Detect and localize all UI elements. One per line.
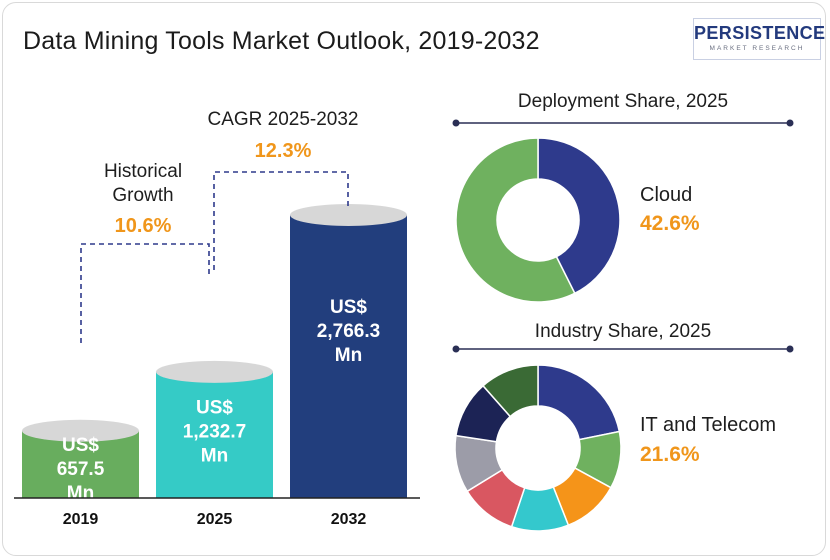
bar-value-label: 2,766.3 (317, 321, 380, 342)
deployment-donut (455, 137, 621, 303)
bar-body (22, 430, 139, 498)
donut-slice-7 (481, 364, 539, 418)
cagr-connector (213, 171, 349, 270)
bar-value-label: 1,232.7 (183, 421, 246, 442)
bar-value-label: Mn (201, 445, 228, 466)
deployment-highlight-value: 42.6% (640, 212, 700, 235)
bar-value-label: US$ (62, 435, 99, 456)
industry-highlight-value: 21.6% (640, 443, 700, 466)
bar-top-cap (22, 419, 139, 442)
divider-dot-right (786, 119, 794, 127)
cagr-annotation: CAGR 2025-2032 12.3% (207, 109, 359, 270)
bar-chart: US$ 657.5 Mn 2019 US$ 1,232.7 Mn 2025 US$ 2,766.3… (14, 204, 420, 528)
bar-2032: US$ 2,766.3 Mn (290, 204, 407, 498)
historical-growth-value: 10.6% (115, 215, 172, 237)
industry-highlight-label: IT and Telecom (640, 414, 776, 436)
bar-2025: US$ 1,232.7 Mn (156, 360, 273, 498)
divider-dot-left (452, 345, 460, 353)
bar-top-cap (156, 360, 273, 383)
bar-value-label: Mn (67, 483, 94, 504)
industry-donut (454, 364, 622, 532)
bar-body (290, 215, 407, 498)
deployment-highlight-label: Cloud (640, 184, 692, 206)
logo-brand: PERSISTENCE (694, 23, 826, 43)
cagr-label: CAGR 2025-2032 (207, 109, 358, 130)
industry-title: Industry Share, 2025 (535, 321, 711, 342)
page-title: Data Mining Tools Market Outlook, 2019-2… (23, 27, 540, 55)
donut-slice-cloud (537, 137, 621, 295)
historical-growth-label-line1: Historical (104, 161, 182, 182)
bar-value-label: US$ (330, 297, 367, 318)
bar-value-label: Mn (335, 345, 362, 366)
deployment-title: Deployment Share, 2025 (518, 91, 728, 112)
historical-growth-connector (80, 243, 210, 343)
x-tick-label: 2025 (197, 511, 233, 528)
donut-slice-1 (455, 137, 576, 303)
divider-dot-left (452, 119, 460, 127)
bar-value-label: US$ (196, 397, 233, 418)
bar-2019: US$ 657.5 Mn (22, 419, 139, 504)
bar-value-label: 657.5 (57, 459, 105, 480)
x-tick-label: 2032 (331, 511, 367, 528)
industry-section: Industry Share, 2025 IT and Telecom 21.6… (452, 321, 794, 532)
cagr-value: 12.3% (255, 140, 312, 162)
bar-top-cap (290, 204, 407, 226)
x-tick-label: 2019 (63, 511, 99, 528)
logo-subtitle: MARKET RESEARCH (709, 45, 805, 52)
donut-slice-it-and-telecom (537, 364, 621, 441)
deployment-section: Deployment Share, 2025 Cloud 42.6% (452, 91, 794, 303)
divider-dot-right (786, 345, 794, 353)
historical-growth-label-line2: Growth (112, 185, 173, 206)
brand-logo: PERSISTENCE MARKET RESEARCH (693, 18, 826, 60)
historical-growth-annotation: Historical Growth 10.6% (80, 161, 210, 343)
bar-body (156, 371, 273, 498)
